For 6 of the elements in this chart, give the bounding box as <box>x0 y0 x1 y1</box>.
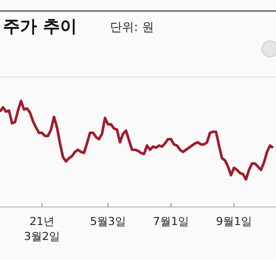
x-tick-label: 7월1일 <box>153 215 189 228</box>
chart-subtitle: 단위: 원 <box>110 20 154 34</box>
x-tick-label: 5월3일 <box>90 215 126 228</box>
x-tick-label: 9월1일 <box>216 215 252 228</box>
chart-title: 주가 추이 <box>3 17 77 37</box>
x-tick-label: 21년 3월2일 <box>24 215 60 243</box>
